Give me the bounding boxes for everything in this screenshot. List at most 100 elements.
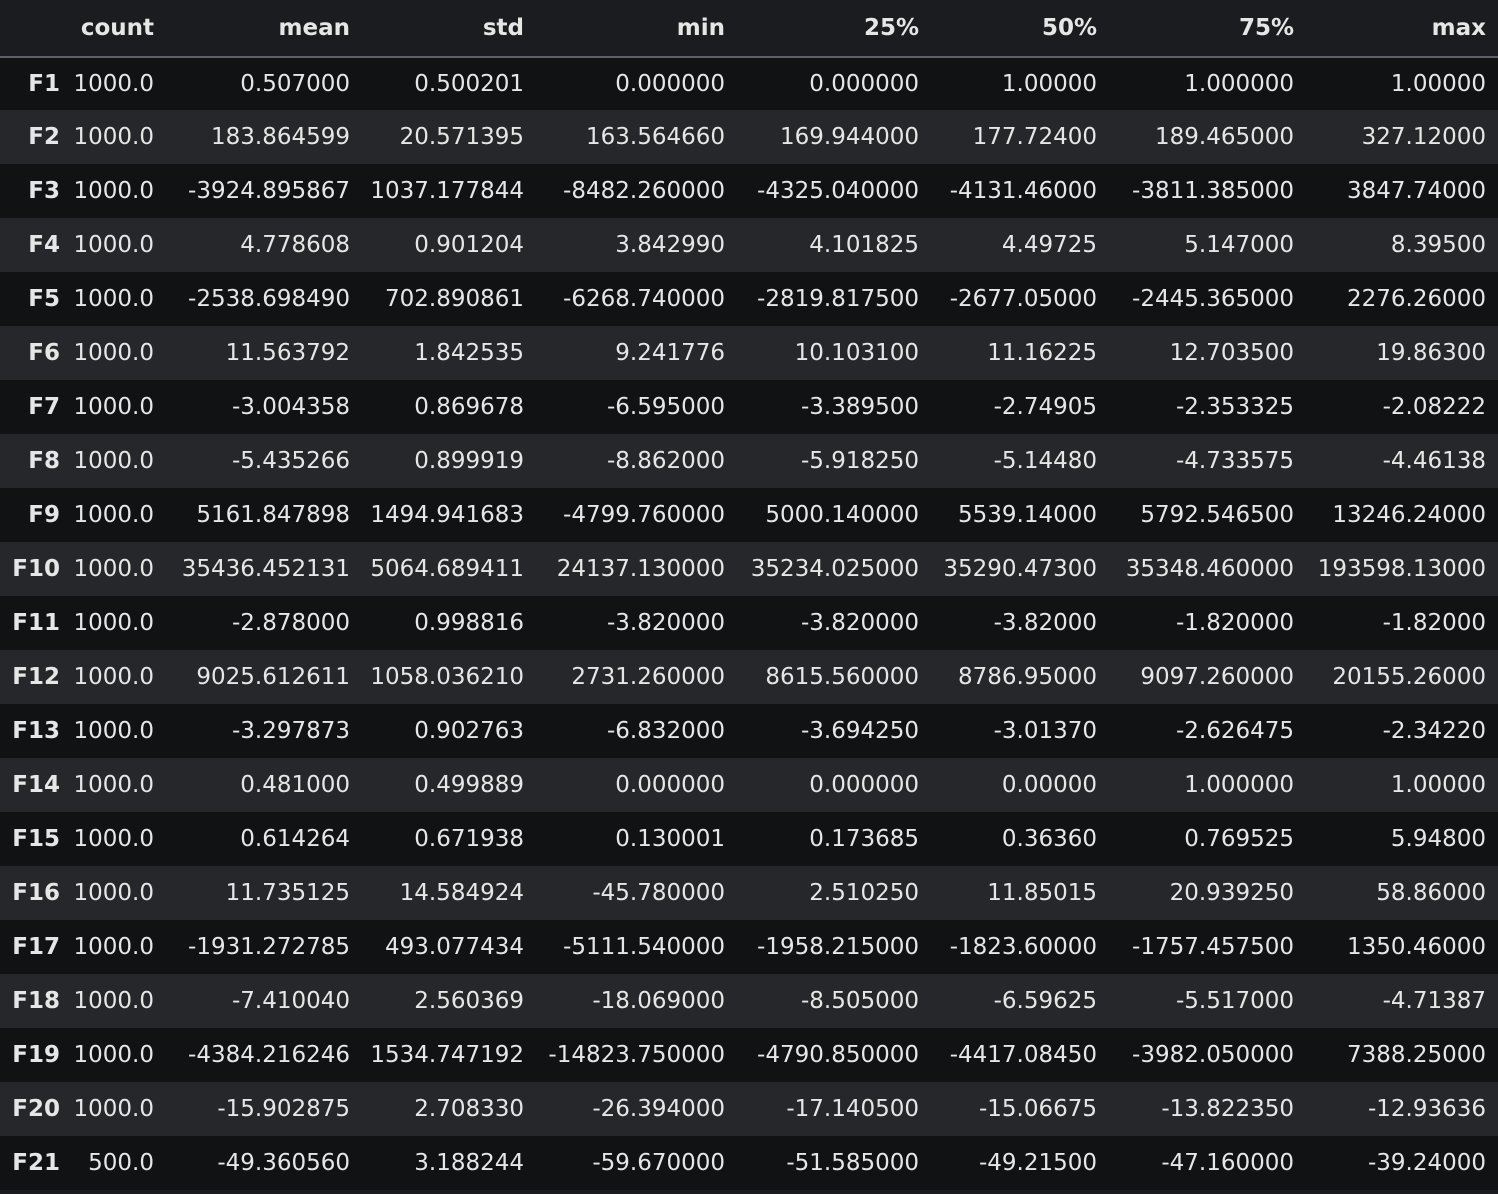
cell-50pct: 5539.14000 [957,502,1097,528]
cell-75pct: -3811.385000 [1132,178,1294,204]
cell-mean: 183.864599 [210,124,350,150]
row-index-label: F20 [12,1096,60,1122]
cell-75pct: 9097.260000 [1140,664,1294,690]
cell-mean: -2538.698490 [188,286,350,312]
column-header-min: min [536,0,737,58]
cell-count: 1000.0 [73,394,154,420]
cell-25pct: -3.389500 [800,394,919,420]
cell-max: 58.86000 [1376,880,1486,906]
cell-25pct: 0.173685 [809,826,919,852]
table-row: F8 1000.0 -5.435266 0.899919 -8.862000 -5.918… [0,434,1498,488]
column-header-std: std [362,0,536,58]
column-header-count: count [70,0,166,58]
table-row: F14 1000.0 0.481000 0.499889 0.000000 0.00000… [0,758,1498,812]
cell-25pct: 8615.560000 [765,664,919,690]
cell-mean: -5.435266 [231,448,350,474]
cell-mean: 11.735125 [225,880,350,906]
cell-min: 2731.260000 [571,664,725,690]
cell-25pct: -8.505000 [800,988,919,1014]
cell-min: 0.130001 [615,826,725,852]
cell-75pct: -13.822350 [1161,1096,1294,1122]
table-row: F12 1000.0 9025.612611 1058.036210 2731.2600… [0,650,1498,704]
cell-25pct: 169.944000 [779,124,919,150]
cell-min: 9.241776 [615,340,725,366]
row-index-label: F14 [12,772,60,798]
cell-25pct: -5.918250 [800,448,919,474]
cell-25pct: -51.585000 [786,1150,919,1176]
row-index-label: F21 [12,1150,60,1176]
cell-50pct: -4417.08450 [949,1042,1097,1068]
cell-50pct: 1.00000 [1001,71,1097,97]
row-index-label: F2 [28,124,60,150]
cell-50pct: -6.59625 [993,988,1097,1014]
cell-max: -1.82000 [1382,610,1486,636]
cell-25pct: -4790.850000 [757,1042,919,1068]
cell-std: 1.842535 [414,340,524,366]
cell-std: 2.708330 [414,1096,524,1122]
row-index-label: F6 [28,340,60,366]
cell-count: 1000.0 [73,448,154,474]
cell-75pct: 5.147000 [1184,232,1294,258]
cell-count: 1000.0 [73,1096,154,1122]
cell-25pct: 10.103100 [794,340,919,366]
cell-count: 1000.0 [73,664,154,690]
cell-mean: -3.297873 [231,718,350,744]
cell-std: 5064.689411 [370,556,524,582]
cell-std: 493.077434 [384,934,524,960]
column-header-50pct: 50% [931,0,1109,58]
cell-50pct: 4.49725 [1001,232,1097,258]
cell-50pct: -5.14480 [993,448,1097,474]
cell-std: 1037.177844 [370,178,524,204]
cell-min: -45.780000 [592,880,725,906]
cell-count: 1000.0 [73,178,154,204]
cell-25pct: -3.694250 [800,718,919,744]
cell-75pct: 0.769525 [1184,826,1294,852]
cell-50pct: -2677.05000 [949,286,1097,312]
table-row: F11 1000.0 -2.878000 0.998816 -3.820000 -3.82… [0,596,1498,650]
cell-count: 1000.0 [73,1042,154,1068]
cell-std: 0.899919 [414,448,524,474]
cell-25pct: -17.140500 [786,1096,919,1122]
cell-75pct: -2.626475 [1175,718,1294,744]
cell-min: -59.670000 [592,1150,725,1176]
cell-25pct: 5000.140000 [765,502,919,528]
row-index-label: F12 [12,664,60,690]
cell-min: -8482.260000 [563,178,725,204]
cell-count: 1000.0 [73,71,154,97]
table-row: F2 1000.0 183.864599 20.571395 163.564660 169… [0,110,1498,164]
cell-count: 1000.0 [73,556,154,582]
cell-count: 1000.0 [73,988,154,1014]
table-row: F9 1000.0 5161.847898 1494.941683 -4799.7600… [0,488,1498,542]
cell-max: 3847.74000 [1346,178,1486,204]
row-index-label: F16 [12,880,60,906]
cell-max: 193598.13000 [1317,556,1486,582]
table-row: F19 1000.0 -4384.216246 1534.747192 -14823.7… [0,1028,1498,1082]
cell-max: 1.00000 [1390,772,1486,798]
cell-min: -4799.760000 [563,502,725,528]
cell-50pct: -2.74905 [993,394,1097,420]
cell-count: 500.0 [88,1150,154,1176]
cell-mean: 4.778608 [240,232,350,258]
column-header-25pct: 25% [737,0,931,58]
cell-50pct: 11.85015 [987,880,1097,906]
cell-25pct: 2.510250 [809,880,919,906]
cell-count: 1000.0 [73,934,154,960]
cell-mean: -7.410040 [231,988,350,1014]
cell-std: 0.500201 [414,71,524,97]
table-header: count mean std min 25% 50% 75% max [0,0,1498,58]
table-row: F4 1000.0 4.778608 0.901204 3.842990 4.101825… [0,218,1498,272]
cell-max: -2.08222 [1382,394,1486,420]
cell-50pct: 0.36360 [1001,826,1097,852]
row-index-label: F3 [28,178,60,204]
cell-std: 0.671938 [414,826,524,852]
cell-min: 3.842990 [615,232,725,258]
cell-mean: 0.507000 [240,71,350,97]
cell-25pct: 35234.025000 [750,556,919,582]
row-index-label: F8 [28,448,60,474]
cell-std: 1494.941683 [370,502,524,528]
cell-mean: 5161.847898 [196,502,350,528]
cell-50pct: 35290.47300 [943,556,1097,582]
cell-min: -6.595000 [606,394,725,420]
cell-50pct: -49.21500 [978,1150,1097,1176]
cell-max: -4.46138 [1382,448,1486,474]
